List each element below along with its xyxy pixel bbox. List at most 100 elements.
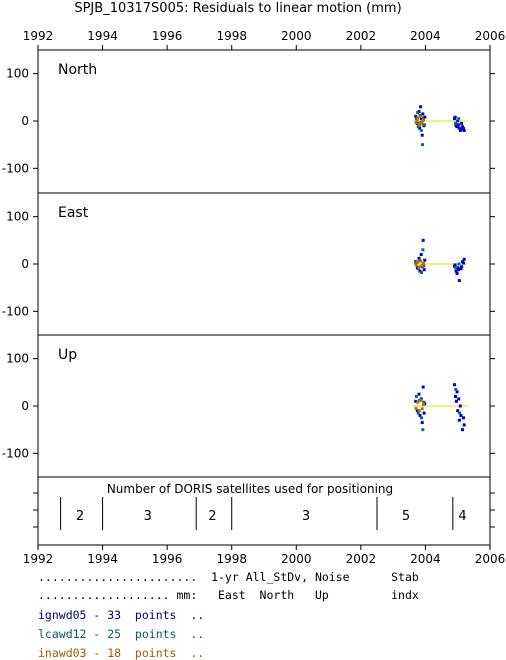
- satellite-count-label: 2: [76, 509, 84, 524]
- satellite-count-label: 3: [144, 509, 152, 524]
- point-lcawd12: [420, 416, 424, 420]
- point-ignwd05: [462, 261, 466, 265]
- legend-header-2: ................... mm: East North Up in…: [38, 588, 419, 602]
- point-ignwd05: [456, 409, 460, 413]
- point-ignwd05: [453, 263, 457, 267]
- panel-label-north: North: [58, 62, 97, 78]
- satellite-panel-title: Number of DORIS satellites used for posi…: [107, 482, 393, 496]
- point-lcawd12: [416, 125, 420, 129]
- point-ignwd05: [453, 115, 457, 119]
- point-lcawd12: [414, 117, 418, 121]
- x-tick-label-bottom: 1996: [152, 552, 183, 566]
- satellite-count-panel: Number of DORIS satellites used for posi…: [60, 482, 467, 530]
- point-inawd03: [420, 121, 424, 125]
- y-tick-label: 0: [21, 257, 29, 271]
- data-marks: [412, 105, 468, 432]
- point-inawd03: [416, 260, 420, 264]
- point-ignwd05: [452, 383, 456, 387]
- point-ignwd05: [423, 258, 427, 262]
- outer-frame: [37, 49, 491, 546]
- x-tick-label-bottom: 2006: [475, 552, 506, 566]
- x-tick-label-top: 1998: [216, 29, 247, 43]
- point-lcawd12: [419, 128, 423, 132]
- point-ignwd05: [422, 268, 426, 272]
- point-inawd03: [421, 403, 425, 407]
- point-lcawd12: [416, 267, 420, 271]
- point-ignwd05: [421, 385, 425, 389]
- point-ignwd05: [457, 279, 461, 283]
- point-ignwd05: [420, 117, 424, 121]
- point-ignwd05: [461, 428, 465, 432]
- y-tick-label: -100: [2, 446, 29, 460]
- x-tick-label-top: 1992: [23, 29, 54, 43]
- point-inawd03: [420, 263, 424, 267]
- point-ignwd05: [455, 125, 459, 129]
- point-ignwd05: [461, 125, 465, 129]
- panel-label-east: East: [58, 205, 89, 221]
- chart-title: SPJB_10317S005: Residuals to linear moti…: [74, 1, 401, 16]
- point-ignwd05: [456, 123, 460, 127]
- point-ignwd05: [418, 413, 422, 417]
- point-ignwd05: [421, 112, 425, 116]
- point-inawd03: [421, 118, 425, 122]
- point-lcawd12: [416, 411, 420, 415]
- point-ignwd05: [460, 121, 464, 125]
- point-ignwd05: [462, 128, 466, 132]
- point-ignwd05: [459, 413, 463, 417]
- point-lcawd12: [421, 143, 425, 147]
- point-lcawd12: [420, 271, 424, 275]
- point-ignwd05: [455, 390, 459, 394]
- point-lcawd12: [454, 266, 458, 270]
- x-tick-label-top: 1994: [87, 29, 118, 43]
- point-lcawd12: [458, 411, 462, 415]
- point-ignwd05: [417, 392, 421, 396]
- axes: 1992199219941994199619961998199820002000…: [2, 29, 506, 566]
- x-tick-label-bottom: 1992: [23, 552, 54, 566]
- y-tick-label: 0: [21, 399, 29, 413]
- point-ignwd05: [456, 268, 460, 272]
- point-lcawd12: [421, 248, 425, 252]
- y-tick-label: 100: [6, 352, 29, 366]
- point-inawd03: [417, 265, 421, 269]
- point-ignwd05: [462, 416, 466, 420]
- point-lcawd12: [414, 395, 418, 399]
- legend-header-1: ....................... 1-yr All_StDv, N…: [38, 570, 419, 584]
- legend-row-ignwd05: ignwd05 - 33 points ..: [38, 608, 205, 622]
- point-inawd03: [417, 409, 421, 413]
- point-lcawd12: [421, 428, 425, 432]
- y-tick-label: 100: [6, 210, 29, 224]
- point-inawd03: [415, 119, 419, 123]
- point-lcawd12: [453, 121, 457, 125]
- point-ignwd05: [417, 256, 421, 260]
- x-tick-label-bottom: 1998: [216, 552, 247, 566]
- point-ignwd05: [457, 418, 461, 422]
- legend-row-lcawd12: lcawd12 - 25 points ..: [38, 627, 205, 641]
- point-ignwd05: [457, 126, 461, 130]
- point-ignwd05: [458, 128, 462, 132]
- satellite-count-label: 5: [402, 509, 410, 524]
- y-tick-label: 100: [6, 67, 29, 81]
- point-inawd03: [418, 122, 422, 126]
- point-lcawd12: [422, 400, 426, 404]
- y-tick-label: -100: [2, 161, 29, 175]
- point-ignwd05: [454, 399, 458, 403]
- point-ignwd05: [419, 253, 423, 257]
- point-lcawd12: [416, 110, 420, 114]
- point-inawd03: [420, 407, 424, 411]
- point-ignwd05: [420, 133, 424, 137]
- satellite-count-label: 4: [458, 509, 466, 524]
- point-ignwd05: [454, 269, 458, 273]
- x-tick-label-top: 1996: [152, 29, 183, 43]
- point-lcawd12: [457, 117, 461, 121]
- y-tick-label: -100: [2, 304, 29, 318]
- point-ignwd05: [422, 411, 426, 415]
- satellite-count-label: 3: [302, 509, 310, 524]
- point-ignwd05: [456, 266, 460, 270]
- point-ignwd05: [414, 114, 418, 118]
- x-tick-label-top: 2002: [346, 29, 377, 43]
- x-tick-label-bottom: 2004: [410, 552, 441, 566]
- x-tick-label-bottom: 2000: [281, 552, 312, 566]
- satellite-count-label: 2: [208, 509, 216, 524]
- panel-label-up: Up: [58, 347, 77, 363]
- point-ignwd05: [415, 409, 419, 413]
